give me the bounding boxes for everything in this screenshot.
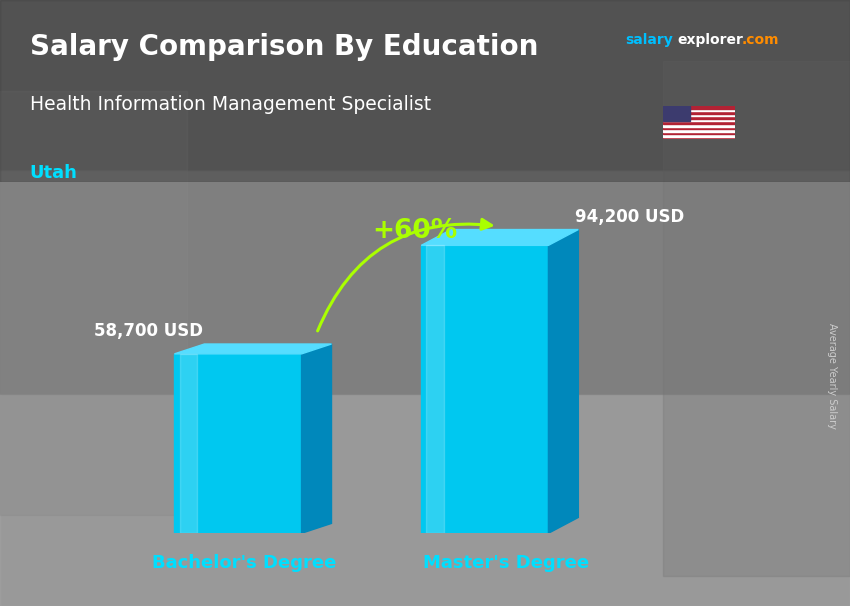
Polygon shape [663,116,735,119]
Text: salary: salary [625,33,672,47]
Polygon shape [0,170,850,394]
Text: +60%: +60% [372,218,457,244]
Polygon shape [174,344,332,354]
Text: explorer: explorer [677,33,743,47]
Polygon shape [663,106,735,108]
Polygon shape [663,132,735,135]
Polygon shape [663,121,735,124]
Text: Health Information Management Specialist: Health Information Management Specialist [30,95,431,113]
Polygon shape [179,354,197,533]
Polygon shape [0,394,850,606]
Polygon shape [663,61,850,576]
Polygon shape [663,114,735,116]
Text: 94,200 USD: 94,200 USD [575,208,684,226]
Text: Salary Comparison By Education: Salary Comparison By Education [30,33,538,61]
Polygon shape [548,230,578,533]
Polygon shape [663,108,735,111]
Polygon shape [174,354,302,533]
Polygon shape [663,106,690,121]
Polygon shape [663,119,735,121]
Polygon shape [422,245,548,533]
Text: Utah: Utah [30,164,77,182]
Polygon shape [663,129,735,132]
Polygon shape [302,344,332,533]
Polygon shape [663,137,735,139]
Polygon shape [422,230,578,245]
Polygon shape [0,91,187,515]
Text: Average Yearly Salary: Average Yearly Salary [827,323,837,428]
Text: Bachelor's Degree: Bachelor's Degree [152,554,337,571]
Polygon shape [0,0,850,170]
Text: Master's Degree: Master's Degree [423,554,589,571]
Text: .com: .com [741,33,779,47]
Polygon shape [0,0,850,182]
Polygon shape [663,127,735,129]
Text: 58,700 USD: 58,700 USD [94,322,203,341]
Polygon shape [427,245,445,533]
Polygon shape [663,111,735,114]
Polygon shape [663,124,735,127]
Polygon shape [663,135,735,137]
